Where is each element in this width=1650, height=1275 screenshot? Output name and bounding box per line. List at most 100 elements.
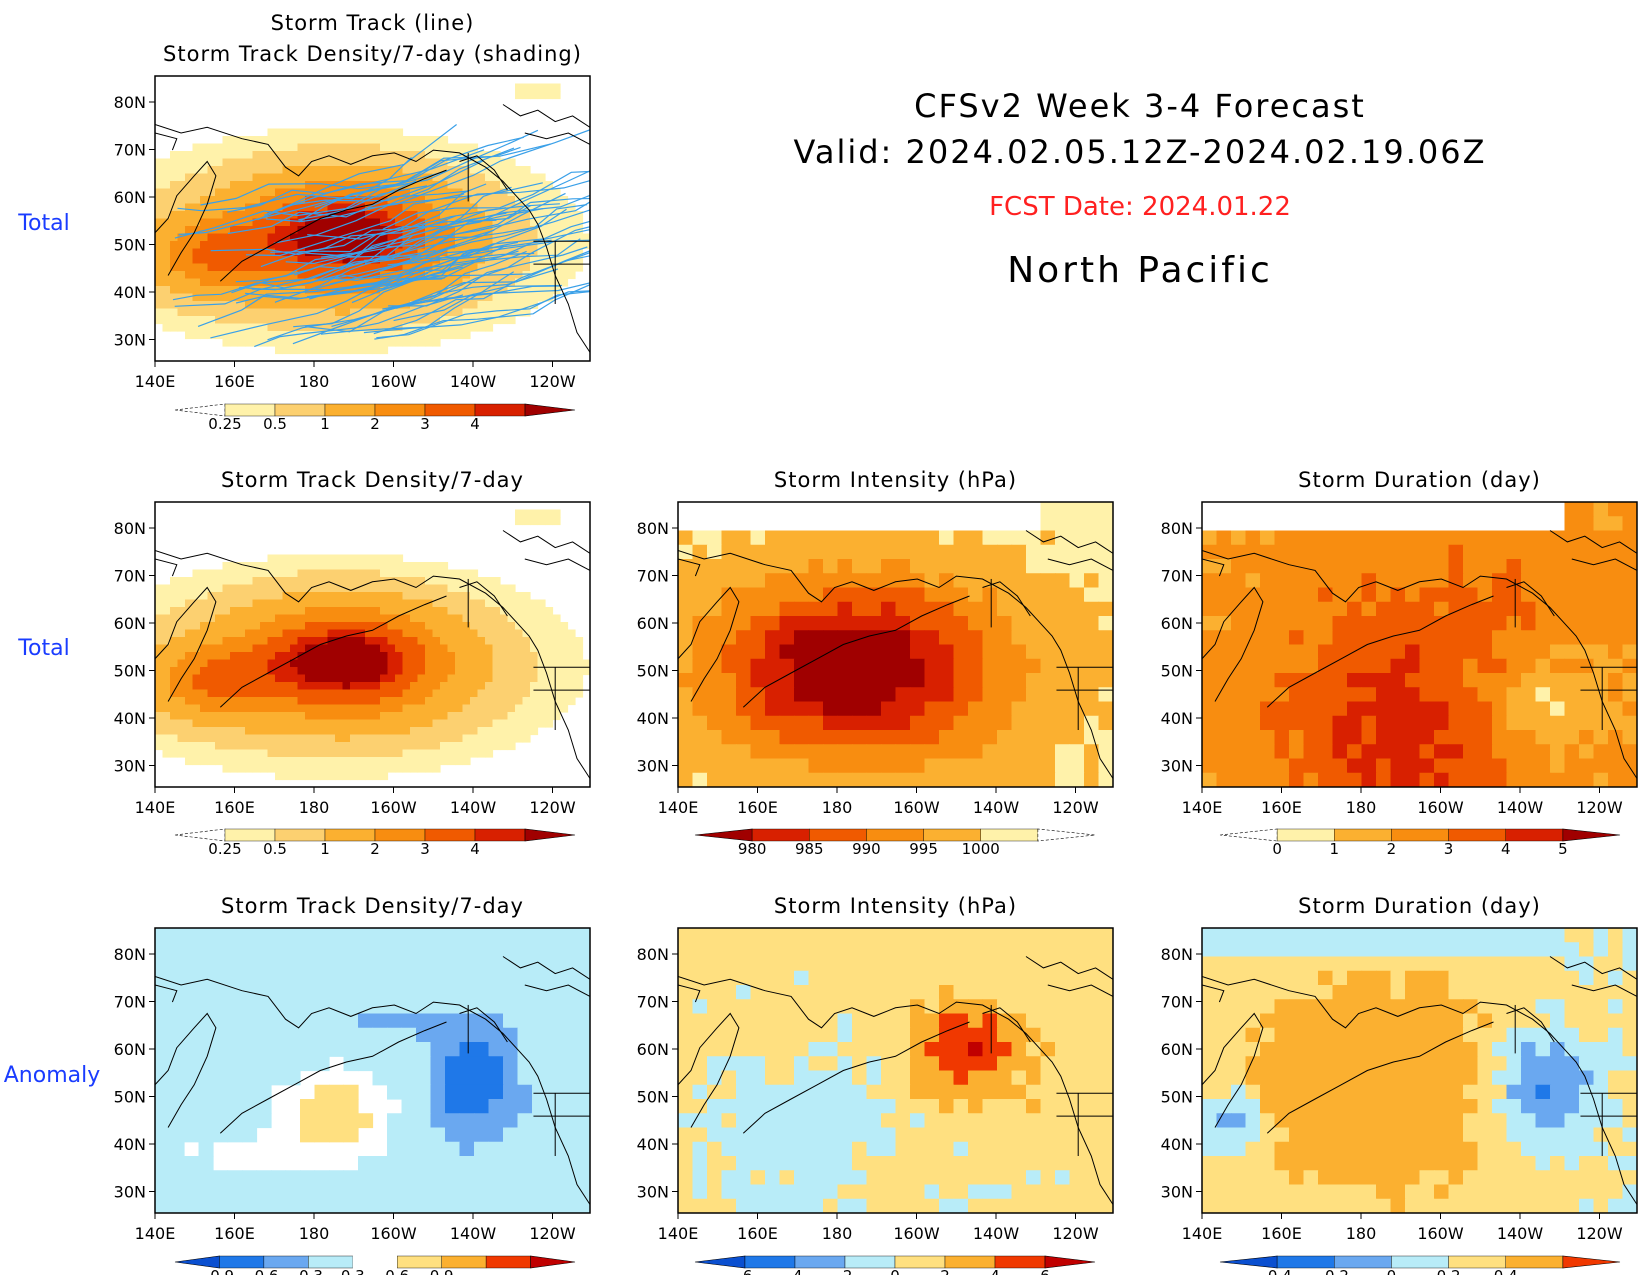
shade-cell — [552, 697, 561, 706]
shade-cell — [402, 584, 411, 593]
shade-cell — [530, 607, 539, 616]
shade-cell — [560, 682, 569, 691]
shade-cell — [470, 644, 479, 653]
shade-cell — [552, 226, 561, 235]
shade-cell — [222, 233, 231, 242]
shade-cell — [402, 188, 411, 197]
shade-cell — [410, 151, 419, 160]
shade-cell — [198, 1113, 214, 1129]
shade-cell — [560, 622, 569, 631]
shade-cell — [401, 1084, 417, 1100]
shade-cell — [1303, 730, 1319, 745]
shading-layer — [1202, 502, 1637, 787]
shade-cell — [185, 218, 194, 227]
shade-cell — [416, 1070, 432, 1086]
shade-cell — [982, 956, 998, 972]
shade-cell — [267, 151, 276, 160]
shade-cell — [1274, 544, 1290, 560]
shade-cell — [1026, 928, 1042, 943]
shade-cell — [1084, 644, 1100, 660]
shade-cell — [430, 1070, 446, 1086]
shade-cell — [953, 772, 969, 787]
shade-cell — [425, 173, 434, 182]
shade-cell — [342, 301, 351, 310]
shade-cell — [447, 577, 456, 586]
shade-cell — [305, 644, 314, 653]
shade-cell — [1260, 544, 1276, 560]
shade-cell — [245, 166, 254, 175]
shade-cell — [910, 544, 926, 560]
shade-cell — [1622, 658, 1637, 674]
shade-cell — [207, 719, 216, 728]
shade-cell — [924, 573, 940, 589]
shade-cell — [320, 674, 329, 683]
shade-cell — [447, 682, 456, 691]
shade-cell — [275, 689, 284, 698]
shade-cell — [282, 346, 291, 355]
shade-cell — [282, 719, 291, 728]
shade-cell — [275, 727, 284, 736]
shade-cell — [155, 233, 164, 242]
shade-cell — [507, 256, 516, 265]
shade-cell — [707, 715, 723, 731]
shade-cell — [462, 757, 471, 766]
shade-cell — [561, 1127, 577, 1143]
shade-cell — [692, 772, 708, 787]
shade-cell — [417, 293, 426, 302]
shade-cell — [537, 226, 546, 235]
shade-cell — [430, 1156, 446, 1171]
shade-cell — [402, 629, 411, 638]
shade-cell — [910, 630, 926, 646]
shade-cell — [445, 1198, 461, 1213]
shade-cell — [1347, 744, 1363, 760]
lat-tick-label: 50N — [1161, 662, 1193, 681]
lon-tick-label: 120W — [529, 1224, 576, 1243]
shade-cell — [560, 667, 569, 676]
shade-cell — [335, 248, 344, 257]
shade-cell — [968, 772, 984, 787]
shade-cell — [387, 278, 396, 287]
shade-cell — [823, 530, 839, 546]
shade-cell — [895, 616, 911, 631]
shade-cell — [410, 301, 419, 310]
shade-cell — [750, 658, 766, 674]
shade-cell — [387, 928, 403, 943]
shade-cell — [474, 1156, 490, 1171]
shade-cell — [416, 1027, 432, 1043]
shade-cell — [968, 644, 984, 660]
shade-cell — [242, 1084, 258, 1100]
shade-cell — [380, 211, 389, 220]
shade-cell — [215, 278, 224, 287]
shade-cell — [500, 218, 509, 227]
shade-cell — [736, 758, 752, 774]
shade-cell — [560, 659, 569, 668]
shade-cell — [1084, 587, 1100, 603]
shade-cell — [350, 196, 359, 205]
shade-cell — [692, 928, 708, 943]
shade-cell — [162, 622, 171, 631]
shade-cell — [447, 143, 456, 152]
shade-cell — [561, 1042, 577, 1057]
shade-cell — [500, 742, 509, 751]
shade-cell — [968, 744, 984, 760]
shade-cell — [416, 1042, 432, 1057]
shade-cell — [440, 622, 449, 631]
shade-cell — [530, 271, 539, 280]
shade-cell — [252, 704, 261, 713]
shade-cell — [290, 659, 299, 668]
shade-cell — [215, 173, 224, 182]
shade-cell — [395, 278, 404, 287]
shade-cell — [545, 91, 554, 100]
shade-cell — [546, 1156, 562, 1171]
shade-cell — [395, 301, 404, 310]
shade-cell — [387, 1056, 403, 1072]
shade-cell — [372, 301, 381, 310]
shade-cell — [910, 956, 926, 972]
shade-cell — [779, 744, 795, 760]
shade-cell — [492, 622, 501, 631]
shade-cell — [177, 734, 186, 743]
shade-cell — [1550, 772, 1566, 787]
shade-cell — [1245, 658, 1261, 674]
shade-cell — [169, 1113, 185, 1129]
shade-cell — [1332, 559, 1348, 574]
